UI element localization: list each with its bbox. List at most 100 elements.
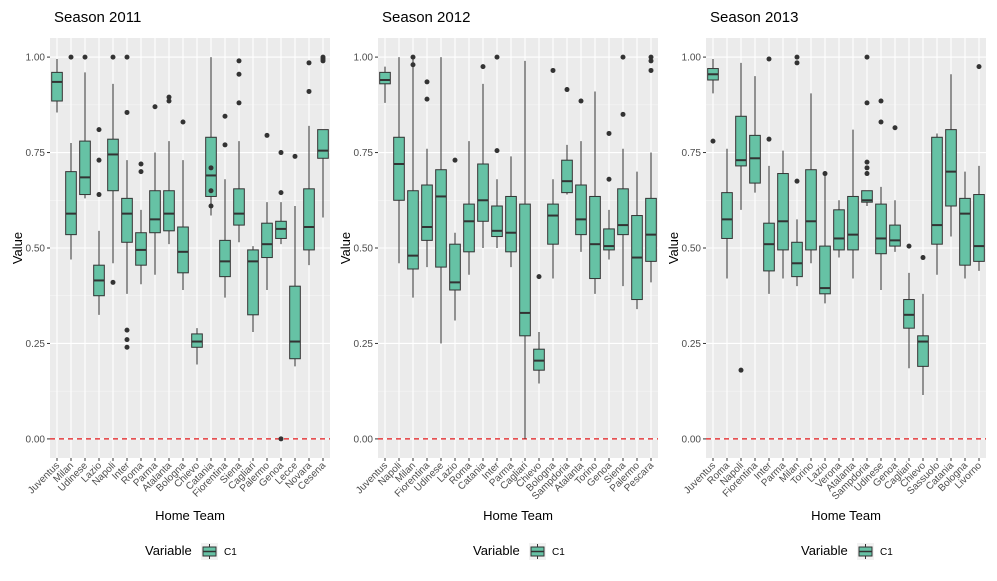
box-lazio [819,171,831,304]
box-napoli [393,57,405,264]
box-body [777,173,789,251]
outlier-point [536,274,542,280]
box-body [65,171,77,236]
outlier-point [710,138,716,144]
box-body [589,195,601,280]
box-fiorentina [219,113,231,298]
outlier-point [180,119,186,125]
outlier-point [424,79,430,85]
box-verona [833,200,845,258]
outlier-point [766,136,772,142]
outlier-point [138,161,144,167]
panel-season-2013: Season 20130.000.250.500.751.00JuventusR… [666,9,986,560]
box-cesena [317,54,329,218]
y-axis-title: Value [338,232,353,264]
box-body [463,203,475,253]
box-body [735,115,747,167]
box-body [833,209,845,251]
box-juventus [379,66,391,103]
outlier-point [738,367,744,373]
y-tick-label: 1.00 [26,53,46,64]
y-tick-label: 0.00 [682,434,702,445]
outlier-point [920,255,926,261]
outlier-point [976,64,982,70]
box-body [247,249,259,316]
y-tick-label: 0.75 [354,148,374,159]
box-body [575,184,587,236]
outlier-point [166,94,172,100]
box-body [407,190,419,270]
box-body [163,190,175,232]
box-body [79,140,91,196]
outlier-point [96,157,102,163]
box-lazio [93,127,105,315]
box-roma [135,161,147,285]
outlier-point [878,98,884,104]
panel-season-2011: Season 20110.000.250.500.751.00JuventusM… [10,9,330,560]
outlier-point [68,54,74,60]
legend-label: C1 [880,547,893,558]
box-milan [791,54,803,287]
outlier-point [452,157,458,163]
box-body [177,226,189,274]
outlier-point [278,190,284,196]
outlier-point [96,127,102,133]
box-body [449,243,461,291]
box-milan [407,54,419,298]
box-udinese [435,57,447,344]
box-body [791,241,803,278]
outlier-point [278,150,284,156]
box-body [861,190,873,203]
box-body [219,239,231,278]
outlier-point [124,344,130,350]
outlier-point [124,54,130,60]
outlier-point [110,279,116,285]
box-chievo [917,255,929,395]
y-tick-label: 1.00 [354,53,374,64]
panel-season-2012: Season 20120.000.250.500.751.00JuventusN… [338,9,658,560]
outlier-point [278,436,284,442]
outlier-point [236,100,242,106]
outlier-point [620,54,626,60]
outlier-point [620,111,626,117]
box-fiorentina [749,76,761,193]
box-catania [205,57,217,216]
y-tick-label: 0.25 [354,339,374,350]
outlier-point [264,132,270,138]
outlier-point [494,54,500,60]
outlier-point [292,153,298,159]
box-catania [945,74,957,237]
outlier-point [766,56,772,62]
box-genoa [275,150,287,442]
panel-title: Season 2012 [382,9,470,26]
outlier-point [878,119,884,125]
box-juventus [707,59,719,144]
outlier-point [208,203,214,209]
box-udinese [875,98,887,290]
box-parma [505,156,517,268]
box-body [805,169,817,251]
legend-label: C1 [552,547,565,558]
box-genoa [603,130,615,260]
box-body [959,197,971,266]
y-tick-label: 0.50 [26,244,46,255]
outlier-point [648,58,654,64]
y-tick-label: 0.50 [354,244,374,255]
y-tick-label: 0.25 [682,339,702,350]
box-body [931,136,943,245]
box-body [107,138,119,192]
outlier-point [410,62,416,68]
outlier-point [82,54,88,60]
legend-label: C1 [224,547,237,558]
outlier-point [96,192,102,198]
outlier-point [480,64,486,70]
box-inter [763,56,775,294]
box-atalanta [847,129,859,279]
outlier-point [794,178,800,184]
box-body [317,129,329,159]
outlier-point [892,125,898,131]
box-juventus [51,59,63,113]
outlier-point [794,60,800,66]
box-body [763,222,775,272]
